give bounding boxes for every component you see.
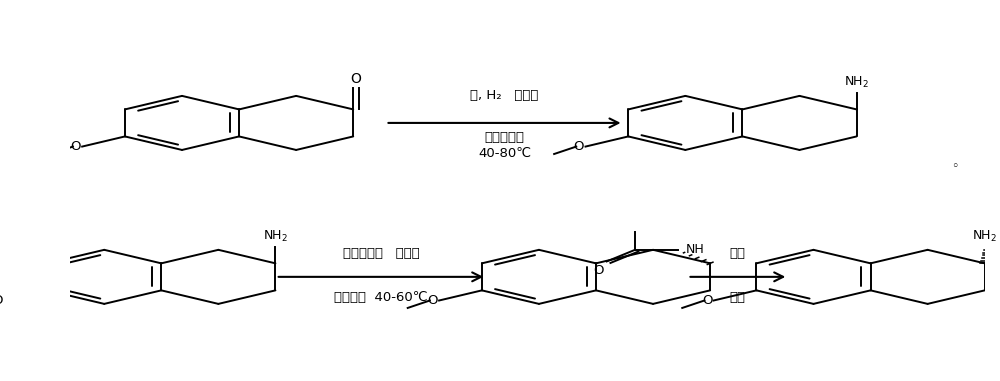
Text: NH$_2$: NH$_2$	[972, 229, 997, 245]
Text: 酰基供体  40-60℃: 酰基供体 40-60℃	[334, 291, 428, 304]
Text: 消旋催化剂   脂肪酶: 消旋催化剂 脂肪酶	[343, 247, 419, 260]
Text: O: O	[0, 294, 3, 307]
Text: O: O	[427, 294, 438, 307]
Text: NH$_2$: NH$_2$	[263, 229, 288, 244]
Text: ◦: ◦	[951, 160, 958, 173]
Text: O: O	[351, 72, 361, 86]
Text: O: O	[702, 294, 712, 307]
Text: 40-80℃: 40-80℃	[478, 147, 531, 160]
Text: O: O	[70, 140, 81, 153]
Text: O: O	[593, 264, 603, 277]
Text: 萨取: 萨取	[730, 291, 746, 304]
Text: O: O	[574, 140, 584, 153]
Text: 氨, H₂   催化剂: 氨, H₂ 催化剂	[470, 89, 539, 102]
Text: NH$_2$: NH$_2$	[844, 75, 869, 90]
Text: 碑化: 碑化	[730, 247, 746, 260]
Text: 甲醇或乙醇: 甲醇或乙醇	[484, 131, 524, 144]
Text: NH: NH	[685, 243, 704, 256]
